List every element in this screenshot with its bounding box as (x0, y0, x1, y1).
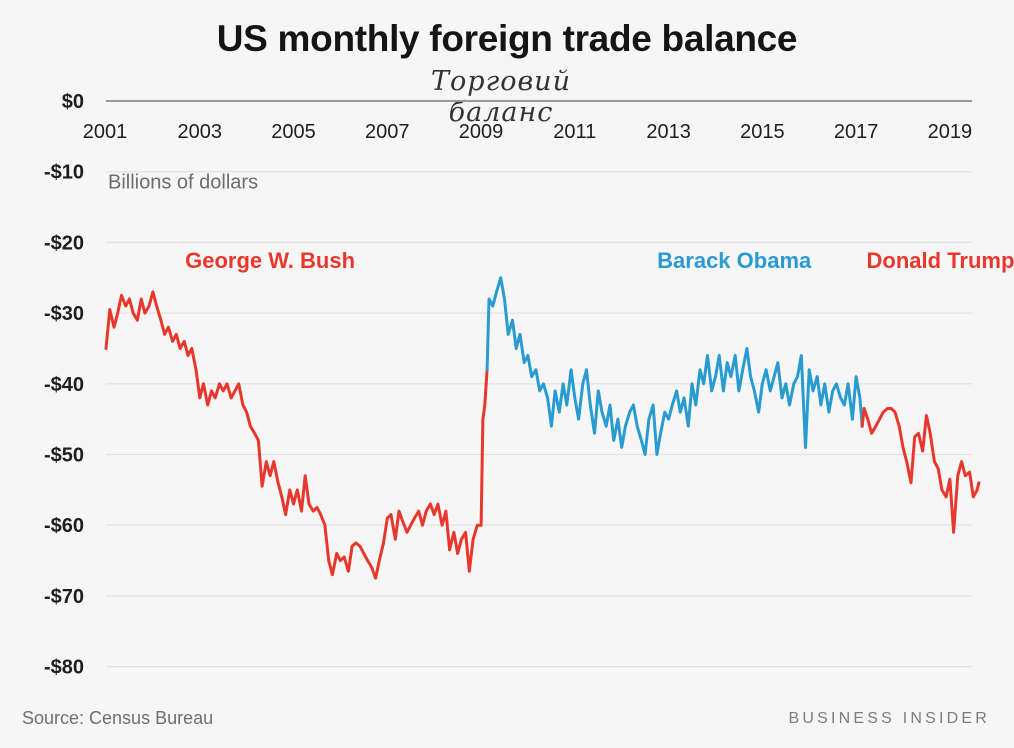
trump-label: Donald Trump (867, 248, 1014, 273)
source-note: Source: Census Bureau (22, 708, 214, 728)
y-tick-label: -$60 (44, 515, 84, 537)
obama-label: Barack Obama (657, 248, 812, 273)
y-tick-label: -$70 (44, 586, 84, 608)
x-tick-label: 2003 (178, 121, 223, 143)
y-axis-ticks: $0 -$10 -$20 -$30 -$40 -$50 -$60 -$70 -$80 (44, 91, 84, 679)
series-line-barack-obama (485, 276, 864, 456)
units-label: Billions of dollars (108, 172, 258, 194)
y-tick-label: -$80 (44, 657, 84, 679)
x-tick-label: 2005 (271, 121, 316, 143)
x-tick-label: 2011 (553, 121, 596, 143)
series-layer (104, 276, 981, 580)
series-line-donald-trump (860, 407, 981, 534)
x-tick-label: 2013 (646, 121, 691, 143)
x-tick-label: 2001 (83, 121, 128, 143)
series-line-george-w-bush (104, 290, 489, 580)
chart-title: US monthly foreign trade balance (216, 18, 798, 59)
x-tick-label: 2007 (365, 121, 410, 143)
y-tick-label: -$50 (44, 445, 84, 467)
chart-subtitle-handwritten: Торговий баланс (431, 66, 571, 128)
y-tick-label: -$40 (44, 374, 84, 396)
y-tick-label: $0 (62, 91, 84, 113)
annotation-layer: George W. Bush Barack Obama Donald Trump (185, 248, 1014, 273)
x-axis-ticks: 2001 2003 2005 2007 2009 2011 2013 2015 2017 2019 (83, 121, 972, 143)
x-tick-label: 2019 (928, 121, 973, 143)
x-tick-label: 2015 (740, 121, 785, 143)
bush-label: George W. Bush (185, 248, 355, 273)
y-tick-label: -$20 (44, 232, 84, 254)
x-tick-label: 2009 (459, 121, 504, 143)
y-tick-label: -$30 (44, 303, 84, 325)
brand-logo: BUSINESS INSIDER (788, 710, 990, 727)
x-tick-label: 2017 (834, 121, 879, 143)
y-tick-label: -$10 (44, 162, 84, 184)
